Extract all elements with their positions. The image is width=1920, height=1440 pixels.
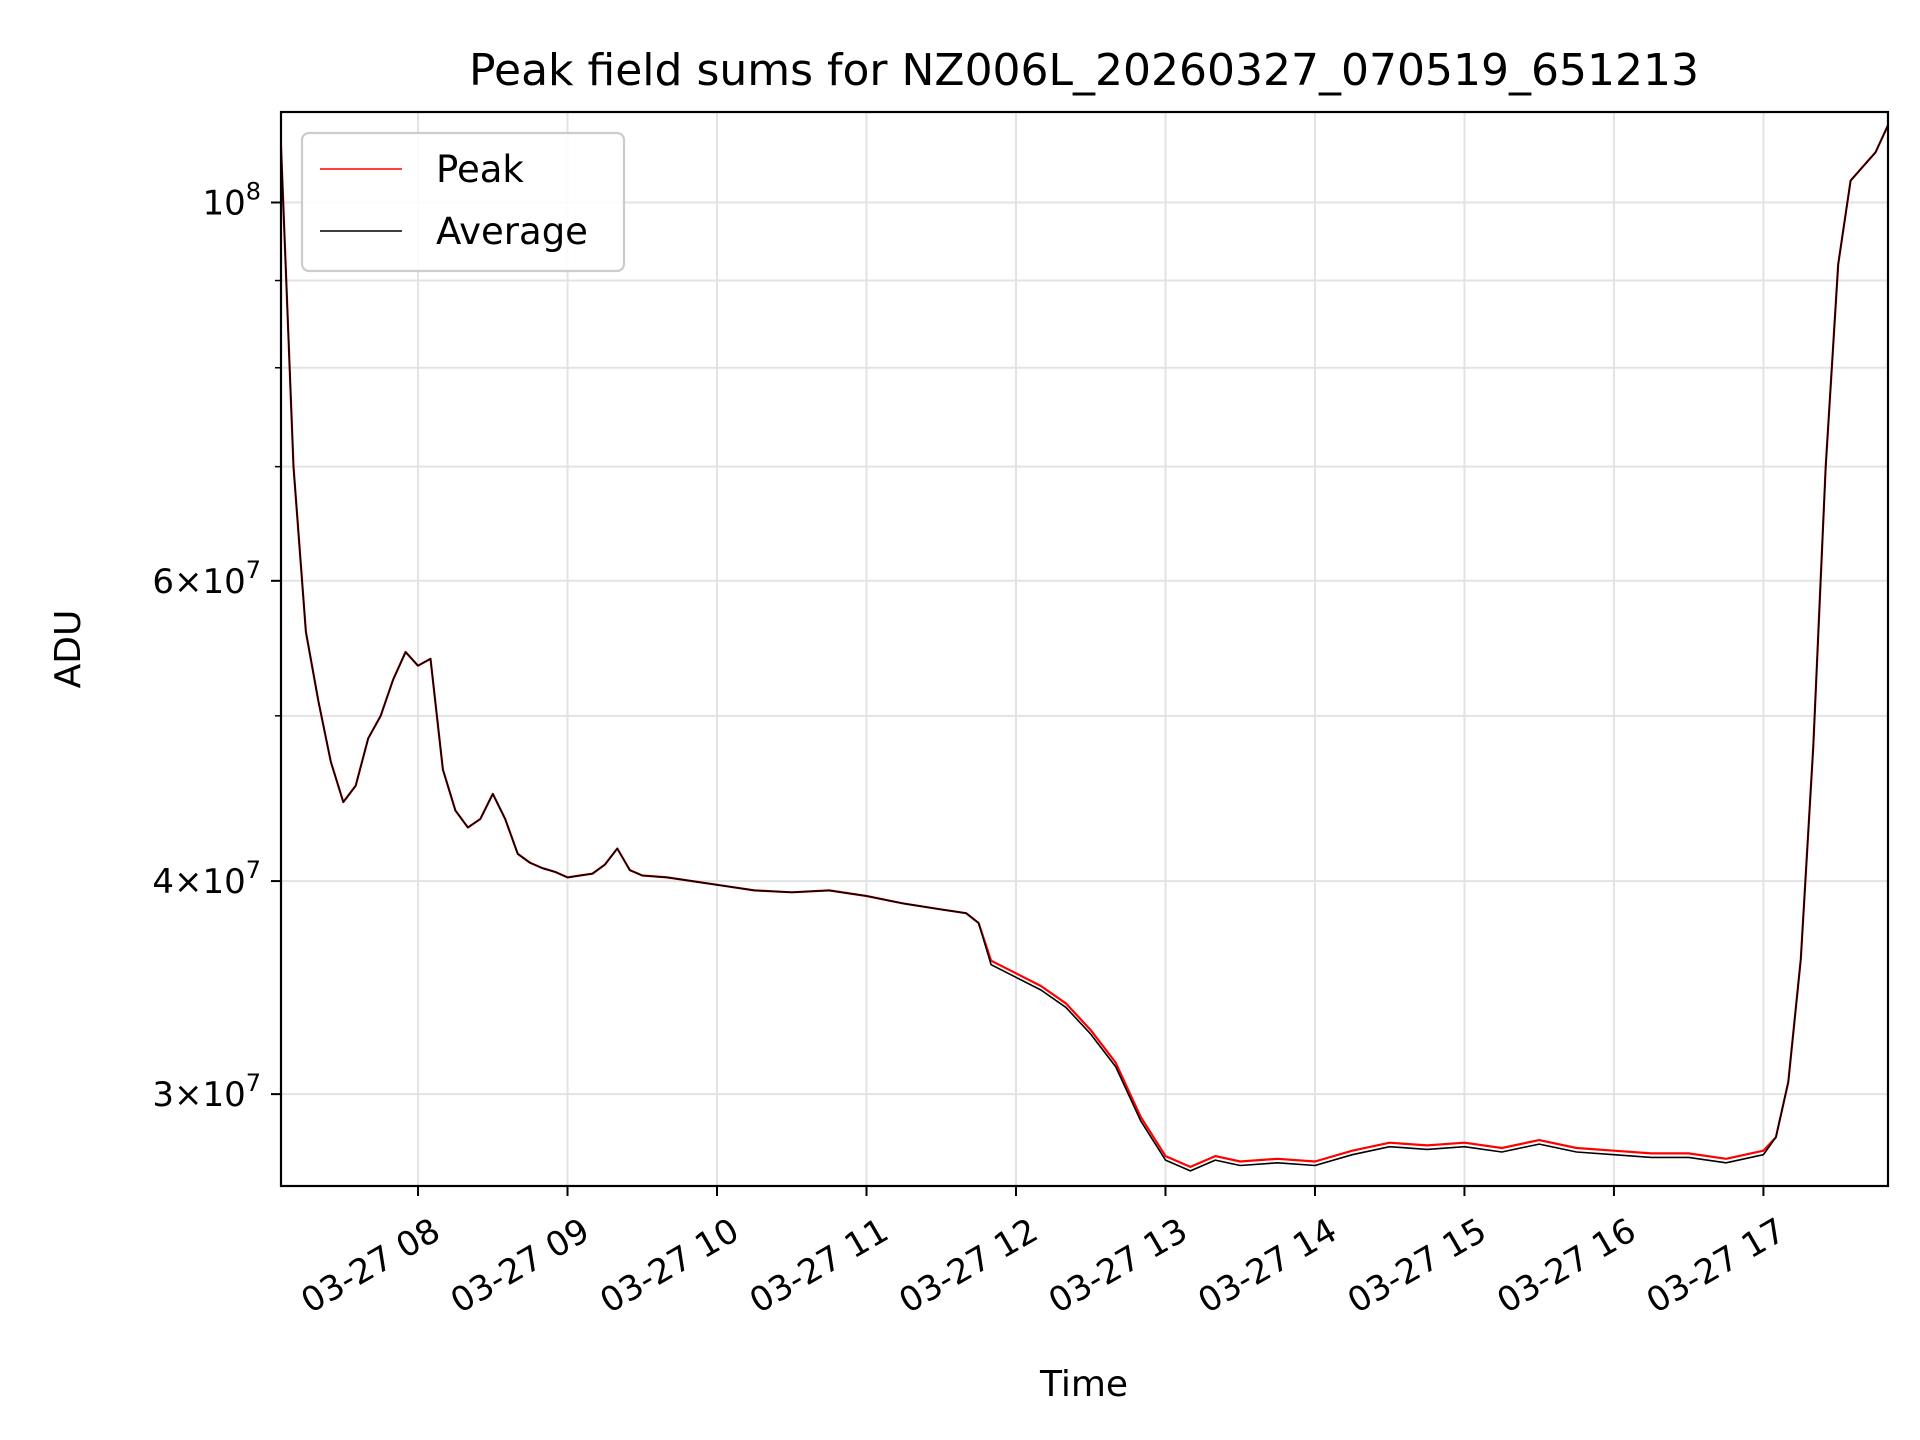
legend-label-average: Average: [436, 210, 588, 253]
y-tick-label: 3×107: [152, 1069, 261, 1115]
legend-box: [300, 131, 626, 273]
legend-label-peak: Peak: [436, 148, 524, 191]
legend: Peak Average: [300, 131, 626, 273]
grid: [281, 112, 1888, 1186]
series-lines: [279, 124, 1889, 1172]
y-tick-label: 4×107: [152, 856, 261, 902]
series-line-average: [280, 124, 1889, 1172]
y-tick-label: 6×107: [152, 556, 261, 602]
plot-frame: [279, 110, 1890, 1188]
chart-title: Peak field sums for NZ006L_20260327_0705…: [469, 45, 1699, 96]
x-axis-label: Time: [1039, 1364, 1128, 1405]
y-tick-label: 108: [202, 178, 261, 224]
y-axis-label: ADU: [48, 610, 89, 689]
